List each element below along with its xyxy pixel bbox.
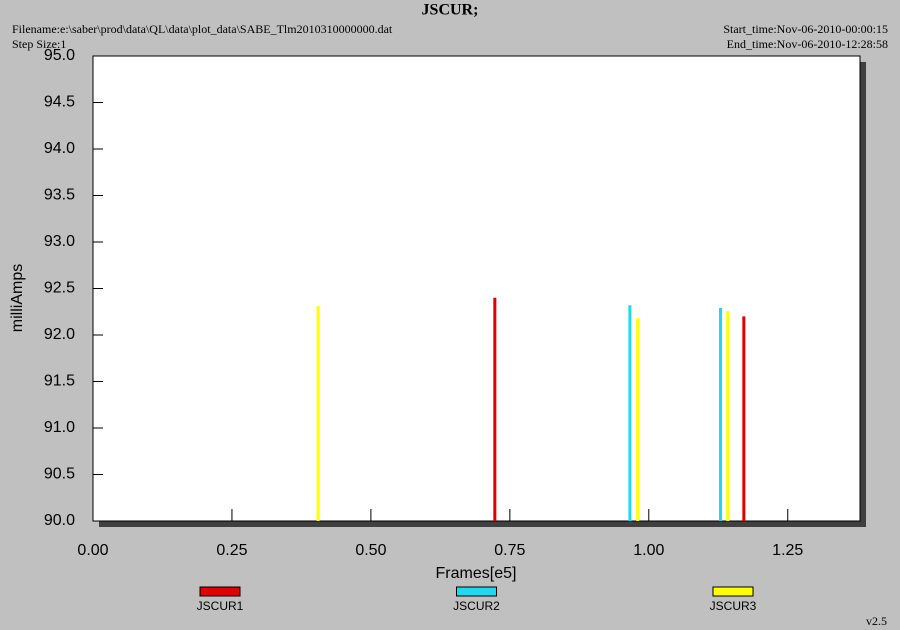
plot-area [92, 55, 861, 522]
x-tick-label: 1.25 [772, 542, 803, 559]
legend-label: JSCUR2 [453, 599, 500, 613]
y-tick-label: 93.0 [44, 233, 75, 250]
x-tick-label: 0.25 [216, 542, 247, 559]
x-tick-label: 0.00 [77, 542, 108, 559]
end-time: End_time:Nov-06-2010-12:28:58 [727, 37, 888, 51]
y-tick-label: 91.0 [44, 419, 75, 436]
y-axis-label: milliAmps [9, 264, 26, 332]
y-tick-label: 91.5 [44, 373, 75, 390]
x-tick-label: 0.50 [355, 542, 386, 559]
x-axis-label: Frames[e5] [436, 565, 517, 582]
legend-swatch [456, 586, 497, 597]
legend-label: JSCUR1 [197, 599, 244, 613]
step-size: Step Size:1 [12, 37, 66, 51]
y-tick-label: 94.5 [44, 94, 75, 111]
chart-title: JSCUR; [422, 2, 479, 19]
legend-label: JSCUR3 [710, 599, 757, 613]
y-tick-label: 92.0 [44, 326, 75, 343]
y-tick-label: 90.0 [44, 512, 75, 529]
y-tick-label: 94.0 [44, 140, 75, 157]
legend-swatch [712, 586, 754, 597]
y-tick-label: 95.0 [44, 47, 75, 64]
legend-swatch [199, 586, 241, 597]
x-tick-label: 0.75 [494, 542, 525, 559]
x-tick-label: 1.00 [633, 542, 664, 559]
y-tick-label: 90.5 [44, 466, 75, 483]
filename: Filename:e:\saber\prod\data\QL\data\plot… [12, 22, 393, 36]
version: v2.5 [866, 614, 887, 628]
start-time: Start_time:Nov-06-2010-00:00:15 [723, 22, 888, 36]
y-tick-label: 93.5 [44, 187, 75, 204]
y-tick-label: 92.5 [44, 280, 75, 297]
